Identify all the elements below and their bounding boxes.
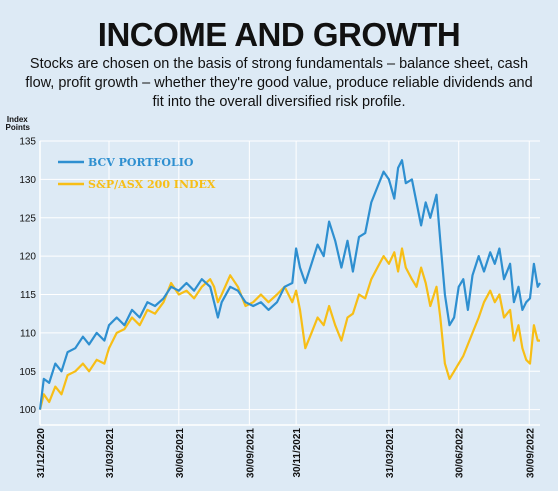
y-axis-label: Index Points (6, 115, 31, 132)
legend-label-s-p-asx-200-index: S&P/ASX 200 INDEX (88, 178, 216, 191)
x-tick-label: 30/11/2021 (292, 428, 303, 478)
y-tick-label: 115 (20, 290, 36, 301)
x-tick-label: 31/03/2021 (105, 428, 116, 478)
series-line-s-p-asx-200-index (38, 247, 540, 410)
y-tick-label: 105 (19, 367, 36, 378)
gridlines (39, 140, 540, 425)
axes: 100 105 110 115 120 125 130 135 31/12/2020 31/03/… (19, 137, 540, 478)
x-tick-label: 30/06/2022 (455, 428, 466, 478)
legend-label-bcv-portfolio: BCV PORTFOLIO (88, 156, 194, 169)
series-lines (38, 159, 541, 410)
page-subtitle: Stocks are chosen on the basis of strong… (25, 56, 533, 110)
legend: BCV PORTFOLIO S&P/ASX 200 INDEX (58, 156, 216, 191)
y-tick-label: 125 (19, 213, 36, 224)
x-tick-label: 31/03/2021 (385, 428, 396, 478)
x-tick-label: 31/12/2020 (36, 428, 47, 478)
x-tick-label: 30/09/2021 (245, 428, 256, 478)
y-tick-label: 135 (19, 137, 36, 148)
y-tick-label: 130 (19, 175, 36, 186)
series-line-bcv-portfolio (38, 159, 541, 410)
x-tick-label: 30/09/2022 (525, 428, 536, 478)
x-tick-label: 30/06/2021 (175, 428, 186, 478)
page-title: INCOME AND GROWTH (97, 16, 461, 53)
y-tick-label: 120 (19, 252, 36, 263)
y-tick-label: 110 (20, 328, 36, 339)
y-axis-label-line-1: Index (7, 115, 28, 124)
y-axis-label-line-2: Points (6, 123, 31, 132)
y-tick-label: 100 (19, 405, 36, 416)
